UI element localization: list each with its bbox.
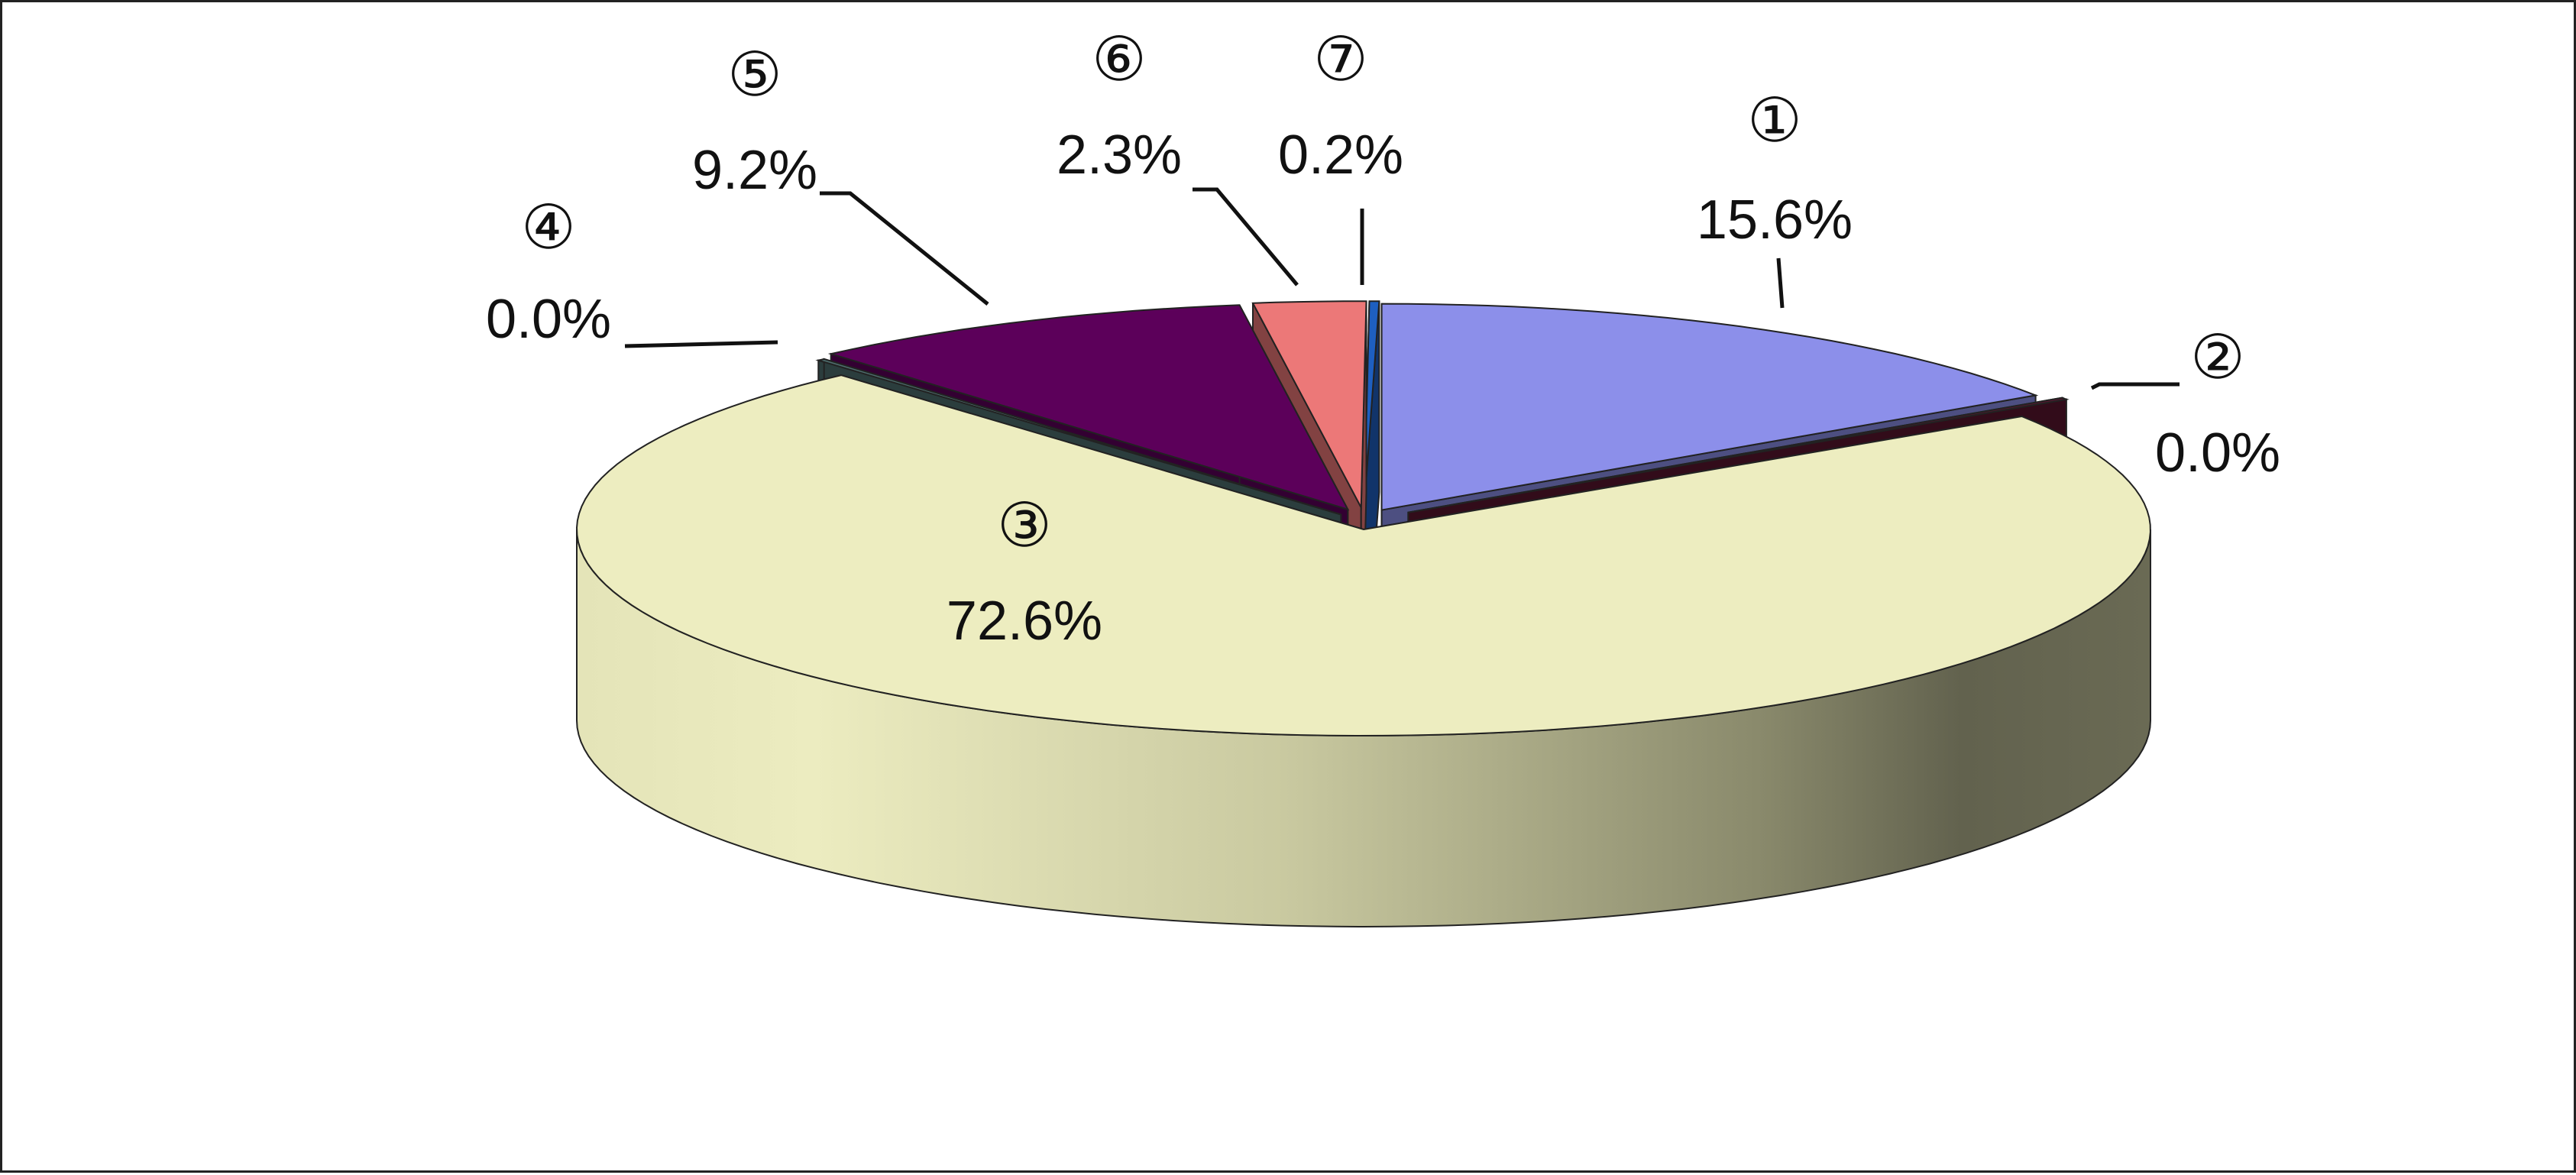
slice-marker-3: ③ bbox=[997, 490, 1052, 561]
slice-marker-2: ② bbox=[2190, 322, 2245, 393]
leader-line-5 bbox=[820, 191, 989, 306]
slice-marker-4: ④ bbox=[521, 192, 576, 263]
slice-top bbox=[1363, 300, 1380, 508]
leader-line-1 bbox=[1776, 257, 1785, 309]
slice-marker-5: ⑤ bbox=[727, 39, 782, 110]
slice-marker-6: ⑥ bbox=[1092, 24, 1147, 95]
pie-slice-3 bbox=[575, 374, 2151, 928]
slice-percent-3: 72.6% bbox=[947, 591, 1102, 652]
slice-top bbox=[827, 304, 1350, 511]
leader-line-2 bbox=[2090, 382, 2180, 390]
slice-percent-5: 9.2% bbox=[692, 140, 817, 201]
slice-percent-6: 2.3% bbox=[1057, 125, 1182, 186]
leader-line-6 bbox=[1193, 187, 1299, 286]
leader-line-4 bbox=[624, 340, 778, 348]
pie-slices bbox=[575, 300, 2151, 928]
slice-top bbox=[1380, 303, 2039, 511]
slice-percent-4: 0.0% bbox=[486, 289, 611, 350]
leader-lines bbox=[624, 187, 2180, 390]
data-labels: ① 15.6% ② 0.0% ③ 72.6% ④ 0.0% ⑤ 9.2% ⑥ 2.3% ⑦ 0.2% bbox=[486, 24, 2280, 652]
slice-top bbox=[1408, 397, 2070, 513]
slice-percent-1: 15.6% bbox=[1697, 189, 1853, 251]
slice-top bbox=[815, 358, 1341, 516]
slice-marker-7: ⑦ bbox=[1313, 24, 1368, 95]
slice-percent-2: 0.0% bbox=[2155, 422, 2280, 484]
slice-marker-1: ① bbox=[1747, 85, 1802, 156]
slice-top bbox=[1251, 300, 1367, 511]
slice-top bbox=[575, 374, 2151, 737]
slice-percent-7: 0.2% bbox=[1278, 125, 1403, 186]
